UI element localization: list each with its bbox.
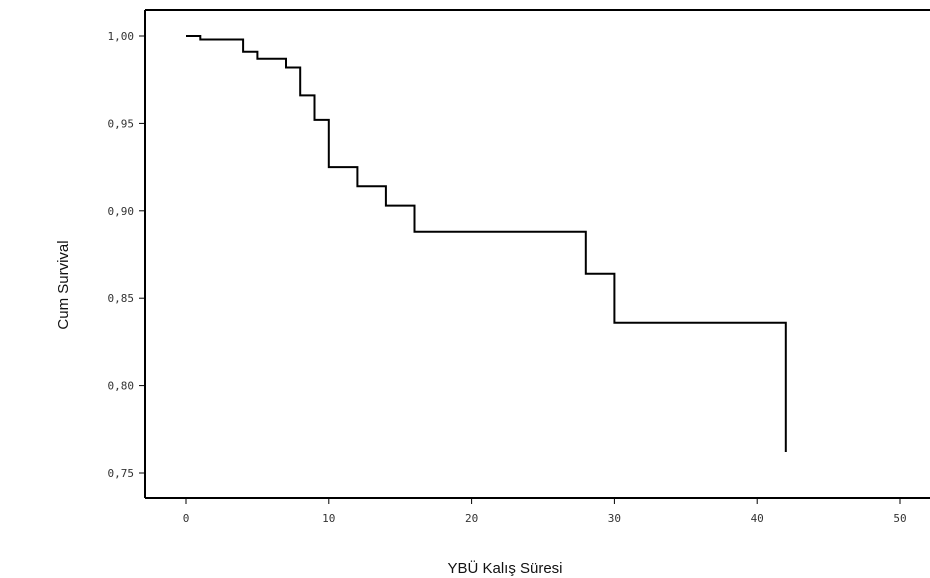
y-tick-label: 0,85 xyxy=(108,292,135,305)
x-tick-label: 0 xyxy=(183,512,190,525)
y-tick-label: 1,00 xyxy=(108,30,135,43)
y-axis: 1,00 0,95 0,90 0,85 0,80 0,75 xyxy=(108,30,145,480)
x-tick-label: 30 xyxy=(608,512,621,525)
plot-frame xyxy=(144,9,930,499)
x-tick-label: 40 xyxy=(751,512,764,525)
x-tick-label: 20 xyxy=(465,512,478,525)
x-tick-label: 50 xyxy=(893,512,906,525)
y-tick-label: 0,75 xyxy=(108,467,135,480)
x-axis: 0 10 20 30 40 50 xyxy=(183,498,907,525)
x-tick-label: 10 xyxy=(322,512,335,525)
y-tick-label: 0,95 xyxy=(108,117,135,130)
y-tick-label: 0,80 xyxy=(108,380,135,393)
y-tick-label: 0,90 xyxy=(108,205,135,218)
survival-step-line xyxy=(186,35,787,452)
x-axis-label: YBÜ Kalış Süresi xyxy=(447,559,562,577)
y-axis-label: Cum Survival xyxy=(55,240,72,329)
